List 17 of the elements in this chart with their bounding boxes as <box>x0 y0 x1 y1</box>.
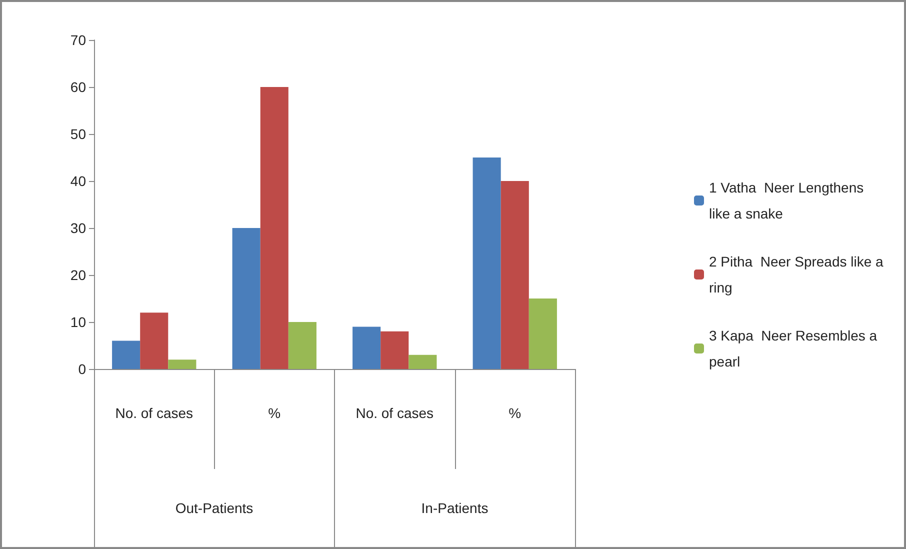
legend-label: 2 Pitha Neer Spreads like a ring <box>709 254 888 296</box>
y-tick-label: 40 <box>70 173 86 189</box>
y-tick-label: 10 <box>70 314 86 330</box>
y-tick-label: 70 <box>70 32 86 48</box>
x-tick-label: % <box>268 405 281 421</box>
y-tick-label: 30 <box>70 220 86 236</box>
y-tick-label: 20 <box>70 267 86 283</box>
text: In-Patients <box>421 500 488 516</box>
x-tick-label: No. of cases <box>356 405 434 421</box>
legend-label: 1 Vatha Neer Lengthens like a snake <box>709 180 868 222</box>
y-tick-label: 60 <box>70 79 86 95</box>
x-tick-label: No. of cases <box>115 405 194 421</box>
y-tick-label: 0 <box>78 361 86 377</box>
text: Out-Patients <box>175 500 254 516</box>
x-tick-label: % <box>508 405 522 421</box>
y-tick-label: 50 <box>70 126 86 142</box>
legend-label: 3 Kapa Neer Resembles a pearl <box>709 328 881 370</box>
